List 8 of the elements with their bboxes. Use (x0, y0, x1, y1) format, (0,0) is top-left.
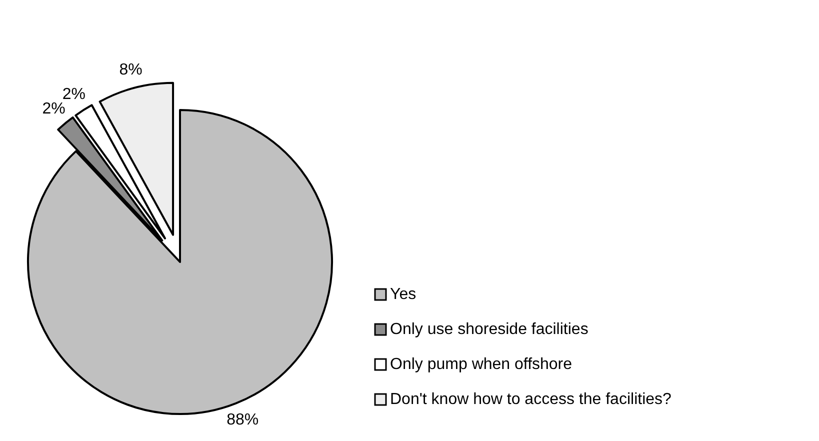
legend-label: Only pump when offshore (390, 356, 572, 374)
data-label: 88% (226, 411, 259, 428)
legend-label: Yes (390, 286, 416, 304)
legend-label: Don't know how to access the facilities? (390, 391, 672, 408)
data-label: 2% (42, 100, 66, 118)
data-label: 8% (119, 61, 142, 78)
data-label: 2% (62, 86, 86, 104)
legend-label: Only use shoreside facilities (390, 321, 588, 338)
